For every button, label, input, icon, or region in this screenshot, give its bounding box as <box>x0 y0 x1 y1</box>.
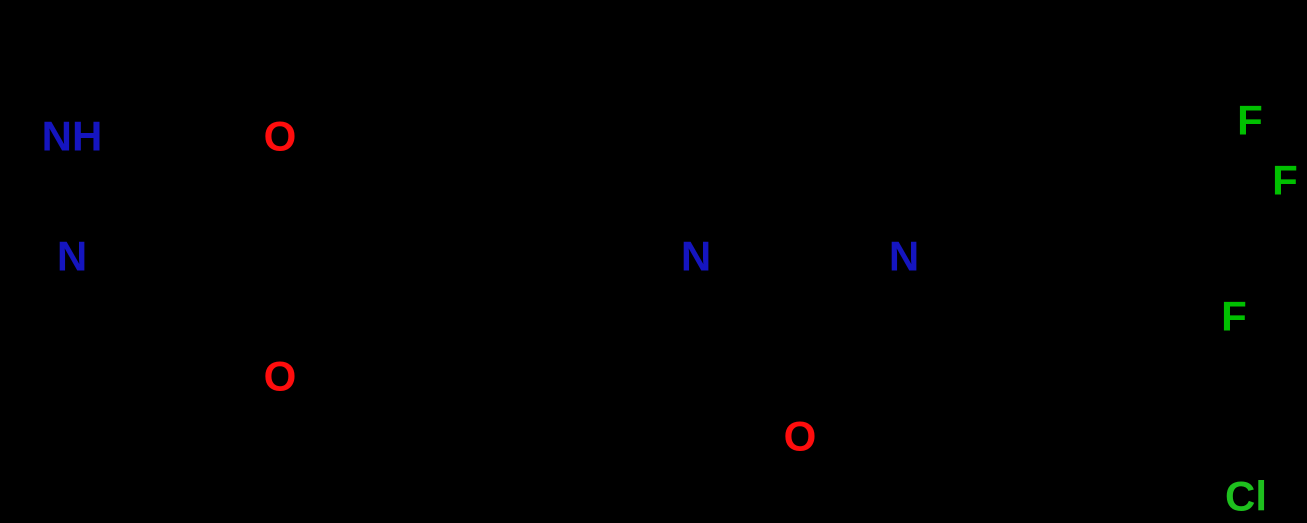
bond <box>491 252 595 312</box>
bond <box>1253 164 1260 256</box>
atom-label-f: F <box>1237 97 1263 144</box>
bond <box>297 316 384 366</box>
bond <box>1008 256 1112 316</box>
bond <box>384 436 488 496</box>
bond <box>921 266 1008 316</box>
atom-label-n: N <box>681 233 711 280</box>
atom-label-n: NH <box>42 113 103 160</box>
bond <box>1110 260 1214 320</box>
bond <box>179 150 266 200</box>
atom-label-o: O <box>784 413 817 460</box>
bond <box>1115 252 1219 312</box>
bond <box>72 376 176 436</box>
molecule-diagram: NNHOONHONHClFFF <box>0 0 1307 523</box>
bond <box>1244 256 1260 283</box>
bond <box>592 266 679 316</box>
atom-label-cl: Cl <box>1225 473 1267 520</box>
bond <box>174 142 261 192</box>
bond <box>491 440 595 500</box>
bond <box>486 260 590 320</box>
atom-label-n: N <box>57 233 87 280</box>
bond <box>800 266 887 316</box>
atom-label-f: F <box>1221 293 1247 340</box>
atom-label-o: O <box>264 113 297 160</box>
bond <box>486 432 590 492</box>
bond <box>713 266 800 316</box>
bond <box>72 316 176 376</box>
bond <box>176 316 263 366</box>
atom-label-n: N <box>889 233 919 280</box>
bond <box>1110 432 1214 492</box>
bond <box>1008 436 1112 496</box>
atom-label-h: H <box>889 187 919 234</box>
bond <box>1115 440 1219 500</box>
atom-label-h: H <box>681 187 711 234</box>
bond <box>1260 215 1276 256</box>
atom-label-f: F <box>1272 157 1298 204</box>
bond <box>384 256 488 316</box>
atom-label-o: O <box>264 353 297 400</box>
